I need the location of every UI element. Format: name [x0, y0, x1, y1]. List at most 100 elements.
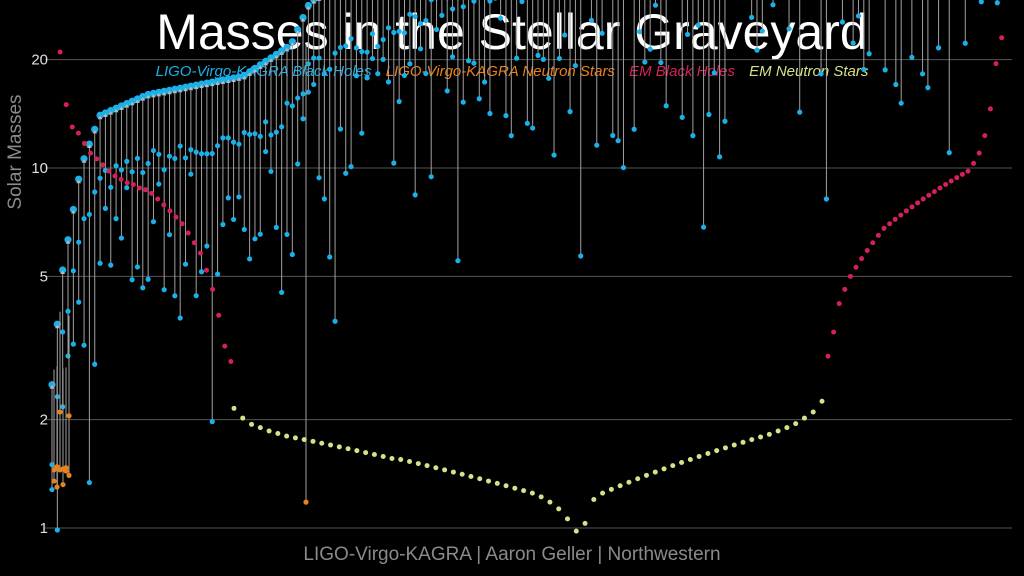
- lvk-secondary-point: [247, 256, 253, 262]
- lvk-primary-point: [423, 17, 429, 24]
- lvk-secondary-point: [962, 40, 968, 46]
- lvk-remnant-arrow: [220, 80, 226, 85]
- lvk-secondary-point: [70, 341, 76, 347]
- lvk-remnant-arrow: [199, 84, 204, 89]
- lvk-primary-point: [385, 25, 392, 31]
- lvk-primary-point: [375, 43, 381, 50]
- lvk-primary-point: [129, 169, 135, 175]
- lvk-ns-point: [303, 499, 309, 505]
- lvk-secondary-point: [182, 261, 189, 267]
- lvk-secondary-point: [433, 26, 440, 33]
- lvk-secondary-point: [866, 51, 872, 57]
- lvk-primary-point: [369, 31, 376, 37]
- lvk-secondary-point: [156, 181, 162, 187]
- lvk-remnant-arrow: [156, 92, 162, 97]
- lvk-secondary-point: [145, 276, 151, 282]
- lvk-remnant-arrow: [161, 91, 167, 96]
- lvk-secondary-point: [460, 99, 466, 105]
- lvk-secondary-point: [209, 419, 215, 425]
- em-black-hole-point: [887, 221, 893, 227]
- lvk-remnant-point: [294, 26, 302, 34]
- lvk-primary-point: [348, 36, 354, 42]
- lvk-secondary-point: [193, 293, 199, 299]
- lvk-secondary-point: [449, 54, 456, 60]
- em-neutron-star-point: [512, 485, 518, 491]
- lvk-primary-point: [177, 143, 183, 149]
- lvk-secondary-point: [818, 71, 824, 77]
- lvk-primary-point: [86, 211, 92, 218]
- em-black-hole-point: [948, 178, 954, 184]
- em-neutron-star-point: [600, 490, 606, 496]
- lvk-remnant-arrow: [151, 93, 156, 98]
- lvk-primary-point: [353, 45, 360, 51]
- lvk-remnant-point: [165, 86, 174, 94]
- lvk-remnant-point: [251, 64, 259, 72]
- lvk-remnant-point: [149, 89, 158, 97]
- y-tick-label: 10: [31, 160, 48, 177]
- em-neutron-star-point: [345, 446, 351, 452]
- lvk-remnant-arrow: [247, 72, 253, 76]
- lvk-secondary-point: [925, 85, 931, 91]
- em-neutron-star-point: [231, 405, 237, 411]
- lvk-remnant-arrow: [81, 159, 87, 163]
- lvk-primary-point: [241, 129, 247, 136]
- em-black-hole-point: [965, 168, 971, 174]
- lvk-remnant-arrow: [241, 75, 247, 80]
- lvk-secondary-point: [375, 71, 381, 77]
- em-black-hole-point: [943, 181, 949, 187]
- lvk-secondary-point: [749, 14, 755, 20]
- lvk-secondary-point: [823, 196, 830, 202]
- lvk-remnant-arrow: [172, 89, 178, 94]
- lvk-secondary-point: [514, 55, 520, 61]
- lvk-remnant-arrow: [316, 0, 322, 1]
- lvk-secondary-point: [327, 254, 333, 260]
- lvk-secondary-point: [524, 120, 530, 126]
- em-neutron-star-point: [459, 471, 465, 477]
- lvk-remnant-arrow: [295, 30, 301, 34]
- lvk-remnant-point: [213, 77, 222, 85]
- em-neutron-star-point: [354, 448, 360, 454]
- lvk-secondary-point: [385, 79, 392, 85]
- lvk-remnant-arrow: [54, 324, 60, 329]
- lvk-primary-point: [364, 49, 370, 55]
- lvk-secondary-point: [652, 2, 659, 8]
- lvk-remnant-arrow: [209, 82, 215, 87]
- lvk-remnant-arrow: [97, 115, 103, 120]
- y-tick-labels: 125102050100200: [31, 52, 48, 537]
- lvk-secondary-point: [471, 60, 477, 66]
- em-black-hole-point: [987, 106, 993, 112]
- lvk-primary-point: [359, 49, 365, 55]
- lvk-remnant-point: [69, 205, 77, 214]
- em-neutron-star-point: [591, 496, 597, 502]
- lvk-remnant-arrow: [92, 129, 98, 134]
- legend: LIGO-Virgo-KAGRA Black Holes LIGO-Virgo-…: [0, 62, 1024, 82]
- lvk-remnant-point: [208, 78, 216, 86]
- lvk-secondary-point: [369, 55, 376, 62]
- lvk-remnant-arrow: [76, 179, 82, 184]
- lvk-secondary-point: [476, 96, 482, 102]
- lvk-secondary-point: [615, 138, 621, 144]
- em-neutron-star-point: [801, 415, 807, 421]
- lvk-ns-point: [63, 468, 69, 474]
- lvk-primary-point: [343, 43, 349, 49]
- lvk-secondary-point: [343, 170, 349, 176]
- legend-lvk-black-holes: LIGO-Virgo-KAGRA Black Holes: [155, 63, 372, 80]
- em-black-hole-point: [903, 208, 909, 214]
- lvk-remnant-point: [304, 1, 312, 10]
- em-black-hole-point: [842, 286, 848, 292]
- em-neutron-star-series: [231, 398, 825, 534]
- lvk-remnant-point: [262, 57, 270, 65]
- em-neutron-star-point: [529, 490, 535, 496]
- em-neutron-star-point: [521, 488, 527, 494]
- lvk-ns-point: [51, 478, 57, 484]
- lvk-remnant-point: [80, 155, 88, 163]
- lvk-remnant-point: [85, 140, 93, 148]
- em-neutron-star-point: [573, 528, 579, 534]
- lvk-secondary-point: [519, 0, 525, 5]
- em-neutron-star-point: [547, 499, 553, 505]
- lvk-ns-point: [57, 409, 63, 415]
- lvk-remnant-point: [171, 85, 179, 93]
- em-neutron-star-point: [503, 483, 509, 489]
- em-black-hole-point: [915, 200, 921, 206]
- lvk-primary-point: [300, 91, 306, 97]
